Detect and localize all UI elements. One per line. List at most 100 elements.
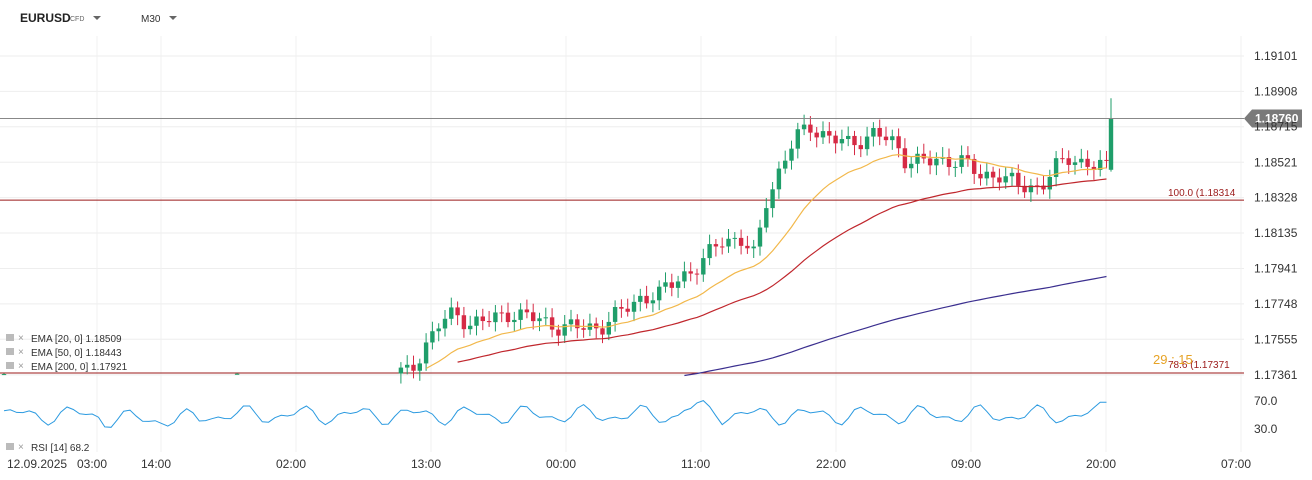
x-tick-label: 00:00 bbox=[546, 457, 576, 471]
candle-body bbox=[997, 177, 1002, 183]
candle-body bbox=[953, 166, 958, 168]
candle-body bbox=[423, 342, 429, 364]
symbol-dropdown-chevron-icon[interactable] bbox=[93, 16, 101, 20]
candle-body bbox=[549, 317, 555, 330]
candle-body bbox=[543, 317, 548, 319]
fib-level-label: 78.6 (1.17371 bbox=[1168, 360, 1230, 371]
y-tick-label: 1.17555 bbox=[1254, 332, 1298, 346]
rsi-panel: 70.0 30.0 bbox=[3, 394, 1278, 436]
fib-level-label: 100.0 (1.18314 bbox=[1168, 188, 1236, 199]
y-axis: 1.19101 1.18908 1.18715 1.18521 1.18328 1.181… bbox=[1254, 49, 1298, 382]
close-icon[interactable]: × bbox=[18, 333, 24, 344]
candle-body bbox=[984, 171, 989, 179]
y-tick-label: 1.19101 bbox=[1254, 49, 1298, 63]
candle-body bbox=[449, 307, 454, 319]
candle-body bbox=[436, 328, 441, 332]
ema-legend-label: EMA [200, 0] 1.17921 bbox=[31, 362, 128, 373]
candle-body bbox=[411, 364, 416, 371]
candle-body bbox=[1028, 185, 1034, 193]
candle-body bbox=[619, 306, 624, 309]
x-tick-label: 22:00 bbox=[816, 457, 846, 471]
close-icon[interactable]: × bbox=[18, 361, 24, 372]
candle-body bbox=[1041, 185, 1046, 190]
candle-body bbox=[858, 145, 863, 150]
candle-body bbox=[1047, 176, 1052, 190]
rsi-line bbox=[3, 400, 1107, 428]
y-tick-label: 1.17748 bbox=[1254, 297, 1298, 311]
indicator-menu-icon bbox=[6, 362, 14, 369]
candle-body bbox=[890, 136, 895, 141]
candle-body bbox=[827, 131, 832, 136]
ema-lines bbox=[425, 153, 1107, 377]
candle-body bbox=[606, 321, 611, 335]
x-tick-label: 03:00 bbox=[77, 457, 107, 471]
candle-body bbox=[600, 328, 605, 335]
y-tick-label: 1.18908 bbox=[1254, 84, 1298, 98]
candle-body bbox=[682, 271, 687, 282]
ema-legend-label: EMA [20, 0] 1.18509 bbox=[31, 334, 122, 345]
candle-body bbox=[789, 148, 794, 161]
candle-body bbox=[417, 363, 422, 371]
rsi-tick-label: 30.0 bbox=[1254, 422, 1278, 436]
candle-body bbox=[625, 308, 630, 312]
symbol-label[interactable]: EURUSD bbox=[20, 11, 71, 25]
y-tick-label: 1.17941 bbox=[1254, 262, 1298, 276]
timeframe-label[interactable]: M30 bbox=[141, 14, 161, 25]
candle-body bbox=[405, 364, 410, 368]
candle-body bbox=[474, 316, 479, 326]
candle-body bbox=[783, 160, 788, 169]
y-tick-label: 1.18715 bbox=[1254, 120, 1298, 134]
candle-body bbox=[669, 282, 674, 288]
candle-body bbox=[537, 318, 542, 322]
candle-body bbox=[524, 309, 530, 313]
indicator-menu-icon bbox=[6, 443, 14, 450]
candle-body bbox=[1098, 159, 1103, 170]
candle-body bbox=[1072, 162, 1078, 165]
candle-body bbox=[713, 244, 719, 247]
candle-body bbox=[1035, 185, 1040, 187]
y-tick-label: 1.18328 bbox=[1254, 191, 1298, 205]
current-price-label: 1.18760 bbox=[1255, 111, 1299, 125]
close-icon[interactable]: × bbox=[18, 347, 24, 358]
candle-body bbox=[455, 307, 460, 316]
x-tick-label: 02:00 bbox=[276, 457, 306, 471]
candle-body bbox=[732, 237, 737, 239]
candle-body bbox=[493, 312, 498, 323]
overlay-text: 29 : 15 bbox=[1153, 352, 1193, 367]
candle-body bbox=[505, 312, 511, 323]
candle-body bbox=[915, 153, 920, 164]
candle-body bbox=[808, 124, 813, 133]
candle-body bbox=[562, 324, 567, 336]
close-icon[interactable]: × bbox=[18, 442, 24, 453]
candle-body bbox=[1009, 172, 1015, 177]
x-tick-label: 09:00 bbox=[951, 457, 981, 471]
candle-body bbox=[657, 286, 662, 301]
candle-body bbox=[1108, 118, 1114, 170]
candle-body bbox=[398, 367, 404, 374]
candle-body bbox=[694, 273, 700, 275]
timeframe-dropdown-chevron-icon[interactable] bbox=[169, 16, 177, 20]
candle-body bbox=[896, 136, 901, 149]
candle-body bbox=[486, 321, 492, 323]
candle-body bbox=[726, 238, 731, 247]
candle-body bbox=[1022, 185, 1027, 193]
candle-body bbox=[801, 124, 807, 130]
candle-body bbox=[757, 227, 763, 247]
candle-body bbox=[568, 319, 574, 325]
candle-body bbox=[442, 318, 448, 329]
candle-body bbox=[745, 245, 750, 249]
current-price-tag bbox=[1244, 109, 1302, 128]
candle-body bbox=[1016, 172, 1021, 186]
candle-body bbox=[688, 271, 693, 274]
candle-body bbox=[852, 135, 857, 146]
candle-body bbox=[581, 328, 586, 330]
candle-body bbox=[518, 309, 523, 320]
candle-body bbox=[1079, 158, 1084, 163]
candle-body bbox=[959, 155, 964, 167]
x-tick-label: 07:00 bbox=[1221, 457, 1251, 471]
candle-body bbox=[846, 135, 851, 140]
candle-body bbox=[738, 237, 744, 246]
x-tick-label: 11:00 bbox=[681, 457, 710, 471]
candle-body bbox=[1060, 158, 1065, 160]
